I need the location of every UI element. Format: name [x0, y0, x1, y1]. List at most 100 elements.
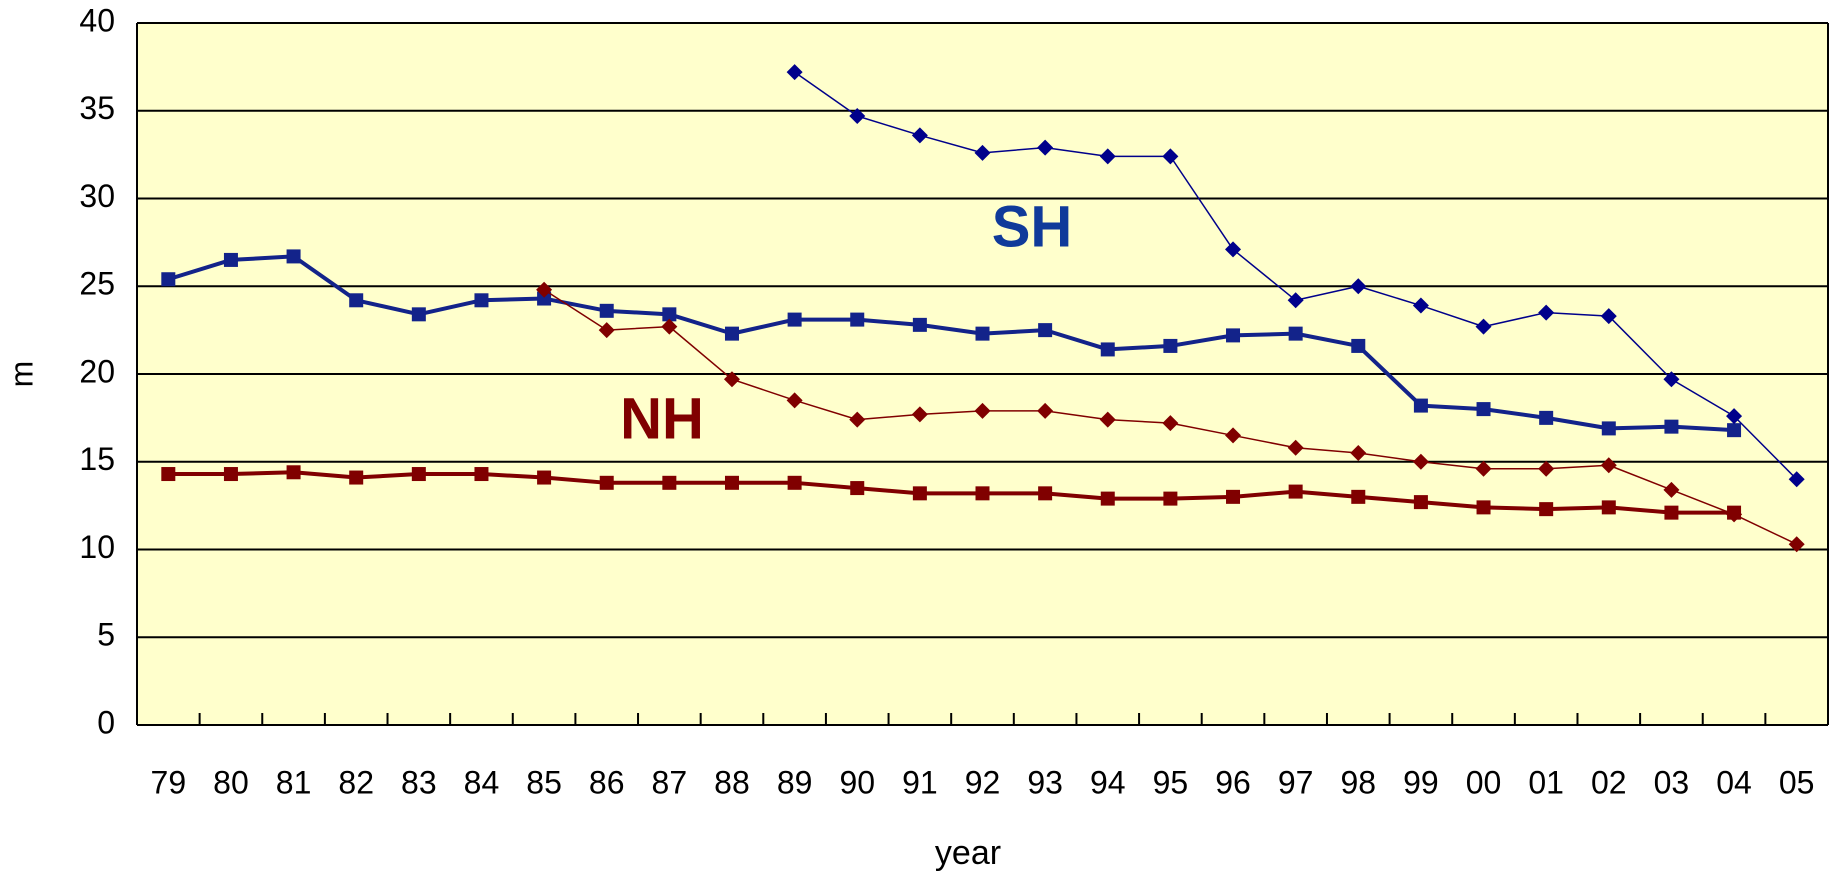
square-marker	[537, 470, 552, 485]
diamond-marker	[1600, 457, 1617, 474]
square-marker	[1601, 500, 1616, 515]
square-marker	[1727, 505, 1742, 520]
diamond-marker	[974, 144, 991, 161]
diamond-marker	[1412, 297, 1429, 314]
diamond-marker	[1788, 536, 1805, 553]
square-marker	[1226, 328, 1241, 343]
diamond-marker	[1287, 439, 1304, 456]
diamond-marker	[1663, 481, 1680, 498]
diamond-marker	[1162, 148, 1179, 165]
series-annotation: SH	[992, 194, 1073, 259]
square-marker	[1664, 419, 1679, 434]
square-marker	[1163, 491, 1178, 506]
diamond-marker	[1412, 453, 1429, 470]
x-tick-label: 88	[714, 764, 750, 800]
x-tick-label: 79	[151, 764, 187, 800]
square-marker	[1413, 495, 1428, 510]
x-tick-label: 91	[902, 764, 938, 800]
y-tick-label: 35	[79, 90, 115, 126]
x-tick-label: 97	[1278, 764, 1314, 800]
square-marker	[1476, 500, 1491, 515]
square-marker	[1100, 342, 1115, 357]
x-tick-label: 82	[338, 764, 374, 800]
square-marker	[1038, 323, 1053, 338]
diamond-marker	[1225, 427, 1242, 444]
square-marker	[1038, 486, 1053, 501]
diamond-marker	[1225, 241, 1242, 258]
x-tick-label: 80	[213, 764, 249, 800]
square-marker	[223, 252, 238, 267]
square-marker	[161, 272, 176, 287]
x-tick-label: 99	[1403, 764, 1439, 800]
square-marker	[1100, 491, 1115, 506]
y-tick-label: 0	[97, 704, 115, 740]
square-marker	[975, 486, 990, 501]
x-tick-label: 02	[1591, 764, 1627, 800]
square-marker	[1539, 502, 1554, 517]
diamond-marker	[723, 371, 740, 388]
diamond-marker	[598, 322, 615, 339]
square-marker	[286, 249, 301, 264]
y-axis-label: m	[3, 361, 39, 388]
x-tick-label: 93	[1027, 764, 1063, 800]
diamond-marker	[536, 281, 553, 298]
x-tick-label: 85	[526, 764, 562, 800]
series-annotation: NH	[620, 386, 704, 451]
square-marker	[1727, 423, 1742, 438]
y-tick-label: 20	[79, 353, 115, 389]
x-tick-label: 90	[839, 764, 875, 800]
square-marker	[161, 467, 176, 482]
square-marker	[850, 312, 865, 327]
square-marker	[1163, 338, 1178, 353]
y-tick-label: 10	[79, 529, 115, 565]
x-tick-label: 94	[1090, 764, 1126, 800]
square-marker	[1413, 398, 1428, 413]
square-marker	[599, 303, 614, 318]
x-tick-label: 89	[777, 764, 813, 800]
square-marker	[1351, 338, 1366, 353]
diamond-marker	[1538, 460, 1555, 477]
square-marker	[474, 293, 489, 308]
diamond-marker	[1538, 304, 1555, 321]
x-tick-label: 92	[965, 764, 1001, 800]
x-tick-label: 96	[1215, 764, 1251, 800]
square-marker	[724, 326, 739, 341]
square-marker	[662, 307, 677, 322]
diamond-marker	[911, 406, 928, 423]
diamond-marker	[1350, 444, 1367, 461]
diamond-marker	[1600, 308, 1617, 325]
square-marker	[975, 326, 990, 341]
x-tick-label: 00	[1466, 764, 1502, 800]
square-marker	[912, 486, 927, 501]
x-tick-label: 05	[1779, 764, 1815, 800]
square-marker	[1539, 410, 1554, 425]
diamond-marker	[849, 411, 866, 428]
diamond-marker	[1037, 139, 1054, 156]
diamond-marker	[849, 108, 866, 125]
diamond-marker	[911, 127, 928, 144]
diamond-marker	[1663, 371, 1680, 388]
diamond-marker	[1037, 402, 1054, 419]
square-marker	[1288, 484, 1303, 499]
square-marker	[1288, 326, 1303, 341]
diamond-marker	[974, 402, 991, 419]
diamond-marker	[1726, 408, 1743, 425]
diamond-marker	[1099, 411, 1116, 428]
square-marker	[1226, 489, 1241, 504]
diamond-marker	[786, 392, 803, 409]
x-tick-label: 81	[276, 764, 312, 800]
square-marker	[349, 470, 364, 485]
square-marker	[599, 475, 614, 490]
x-tick-label: 87	[652, 764, 688, 800]
square-marker	[537, 291, 552, 306]
diamond-marker	[1350, 278, 1367, 295]
y-tick-label: 30	[79, 178, 115, 214]
x-axis-label: year	[935, 834, 1001, 872]
diamond-marker	[1287, 292, 1304, 309]
series-line	[167, 254, 1735, 433]
x-tick-label: 01	[1528, 764, 1564, 800]
square-marker	[1476, 402, 1491, 417]
x-tick-label: 04	[1716, 764, 1752, 800]
x-tick-label: 95	[1153, 764, 1189, 800]
